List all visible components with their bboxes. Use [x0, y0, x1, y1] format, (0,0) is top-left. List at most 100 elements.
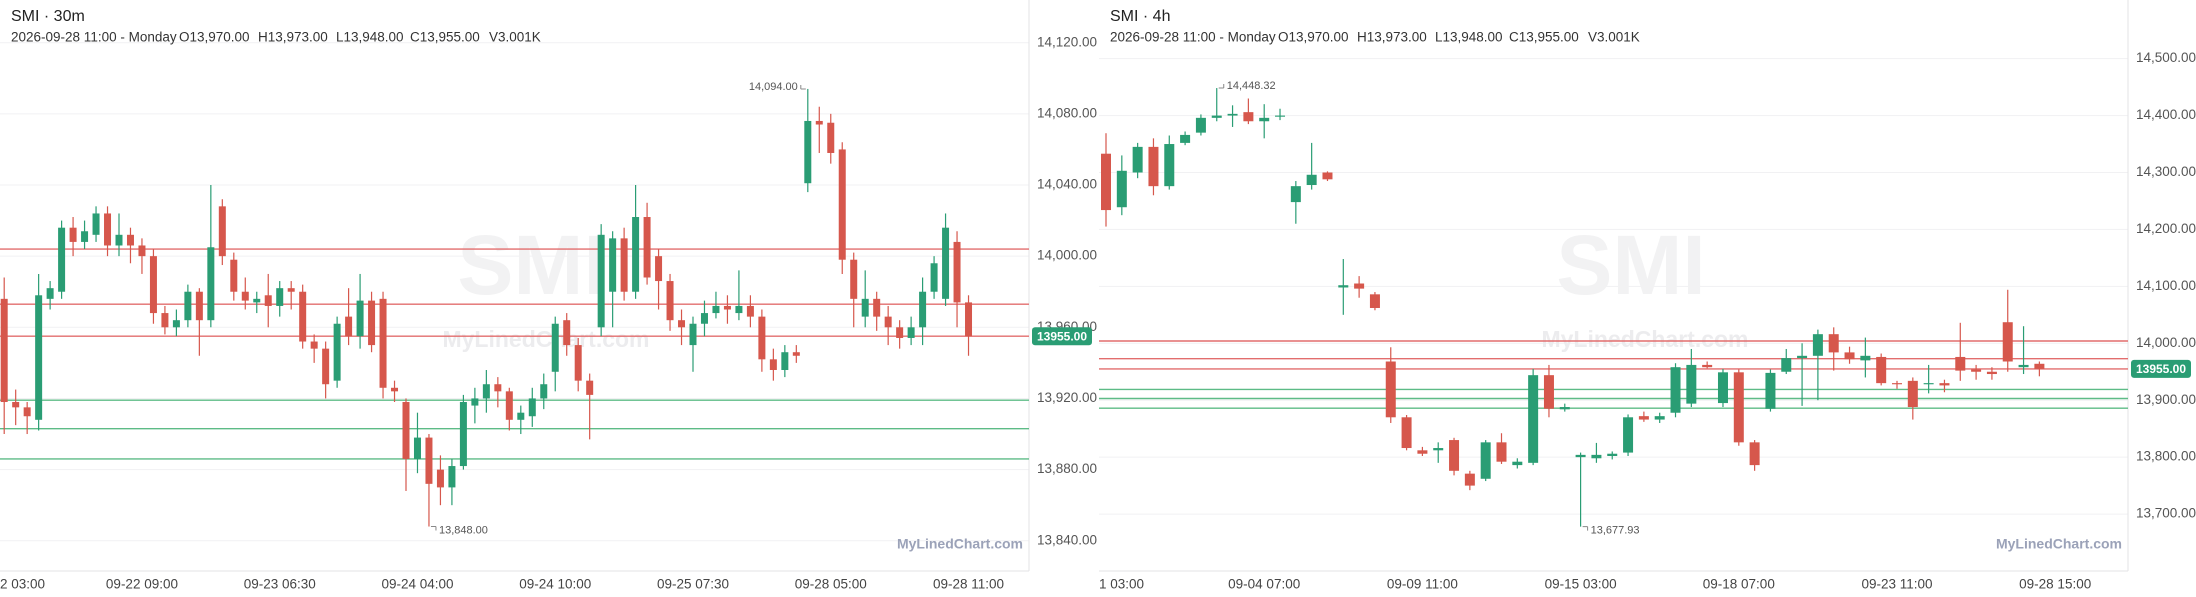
- candle-body: [942, 227, 950, 299]
- y-tick-label: 14,400.00: [2136, 107, 2196, 122]
- candle-body: [345, 316, 353, 337]
- candle-body: [81, 231, 89, 242]
- candle-body: [540, 384, 548, 399]
- y-tick-label: 14,120.00: [1037, 34, 1097, 49]
- ohlc-info: L13,948.00: [1435, 30, 1503, 45]
- candle-body: [494, 384, 502, 392]
- ohlc-info: V3.001K: [1588, 30, 1640, 45]
- y-tick-label: 13,800.00: [2136, 449, 2196, 464]
- candle-body: [104, 213, 112, 246]
- candle-body: [459, 402, 467, 467]
- ohlc-info: 2026-09-28 11:00 - Monday: [1110, 30, 1276, 45]
- extreme-marker: [800, 84, 806, 90]
- candle-body: [1354, 283, 1365, 289]
- price-tag: [1032, 327, 1092, 346]
- ohlc-info: L13,948.00: [336, 30, 404, 45]
- candle-body: [884, 316, 892, 328]
- x-tick-label: 09-28 15:00: [2019, 577, 2091, 592]
- candle-body: [276, 288, 284, 306]
- candle-body: [1101, 153, 1111, 211]
- candle-body: [1164, 144, 1175, 187]
- candle-body: [1638, 416, 1649, 420]
- y-tick-label: 13,880.00: [1037, 461, 1097, 476]
- candle-body: [1781, 358, 1792, 372]
- candle-body: [896, 327, 904, 338]
- candle-body: [1717, 372, 1728, 404]
- candle-body: [1986, 371, 1997, 375]
- candle-body: [195, 291, 203, 321]
- candle-body: [1290, 186, 1301, 203]
- candle-body: [1907, 380, 1918, 408]
- y-tick-label: 14,000.00: [1037, 248, 1097, 263]
- candle-body: [1322, 172, 1333, 180]
- candle-body: [965, 302, 973, 337]
- candle-body: [850, 259, 858, 299]
- candle-body: [1259, 117, 1270, 122]
- extreme-label: 13,677.93: [1591, 525, 1640, 537]
- candle-body: [149, 256, 157, 314]
- candle-body: [482, 384, 490, 399]
- candle-body: [299, 291, 307, 342]
- watermark-url: MyLinedChart.com: [442, 326, 649, 352]
- candle-body: [1828, 334, 1839, 353]
- candle-body: [574, 345, 582, 381]
- ohlc-info: C13,955.00: [1509, 30, 1579, 45]
- x-tick-label: 09-24 04:00: [381, 577, 453, 592]
- candle-body: [368, 300, 376, 346]
- extreme-label: 13,848.00: [439, 524, 488, 536]
- candle-body: [1496, 442, 1507, 462]
- extreme-marker: [1582, 526, 1589, 531]
- y-tick-label: 14,080.00: [1037, 105, 1097, 120]
- extreme-marker: [1218, 84, 1225, 89]
- candle-body: [1338, 285, 1349, 288]
- candle-body: [436, 469, 444, 488]
- x-tick-label: 09-28 11:00: [933, 577, 1004, 592]
- candle-body: [1449, 440, 1460, 471]
- candle-body: [723, 305, 731, 310]
- y-tick-label: 13,920.00: [1037, 390, 1097, 405]
- candle-body: [655, 256, 663, 282]
- candle-body: [1702, 364, 1713, 368]
- candle-body: [1844, 352, 1855, 360]
- candle-body: [861, 298, 869, 317]
- candle-body: [207, 247, 215, 321]
- candle-body: [322, 348, 330, 385]
- candle-body: [402, 402, 410, 459]
- y-tick-label: 14,200.00: [2136, 221, 2196, 236]
- candle-body: [218, 206, 226, 257]
- chart-title: SMI · 4h: [1110, 8, 1170, 25]
- candle-body: [769, 359, 777, 370]
- candle-body: [700, 313, 708, 324]
- candle-body: [689, 323, 697, 346]
- candle-body: [287, 288, 295, 292]
- candle-body: [379, 298, 387, 388]
- candle-body: [1116, 170, 1127, 208]
- extreme-label: 14,448.32: [1227, 80, 1276, 92]
- x-tick-label: 09-09 11:00: [1387, 577, 1458, 592]
- candle-body: [781, 352, 789, 370]
- candle-body: [712, 305, 720, 314]
- candle-body: [1623, 417, 1634, 453]
- candle-body: [930, 263, 938, 292]
- y-tick-label: 14,300.00: [2136, 164, 2196, 179]
- price-tag-label: 13955.00: [1037, 329, 1087, 343]
- candle-body: [1812, 334, 1823, 356]
- candle-body: [1654, 416, 1665, 420]
- candle-body: [1733, 372, 1744, 443]
- candle-body: [1543, 375, 1554, 409]
- candle-body: [1528, 375, 1539, 463]
- candle-body: [678, 320, 686, 328]
- candle-body: [505, 391, 513, 420]
- candle-body: [1797, 355, 1808, 359]
- candle-body: [517, 412, 525, 420]
- chart-title: SMI · 30m: [11, 8, 85, 25]
- candle-body: [230, 259, 238, 292]
- candle-body: [115, 234, 123, 246]
- x-tick-label: 09-24 10:00: [519, 577, 591, 592]
- candle-body: [1512, 461, 1523, 466]
- candle-body: [563, 320, 571, 346]
- y-tick-label: 13,700.00: [2136, 506, 2196, 521]
- candle-body: [310, 341, 318, 349]
- ohlc-info: 2026-09-28 11:00 - Monday: [11, 30, 177, 45]
